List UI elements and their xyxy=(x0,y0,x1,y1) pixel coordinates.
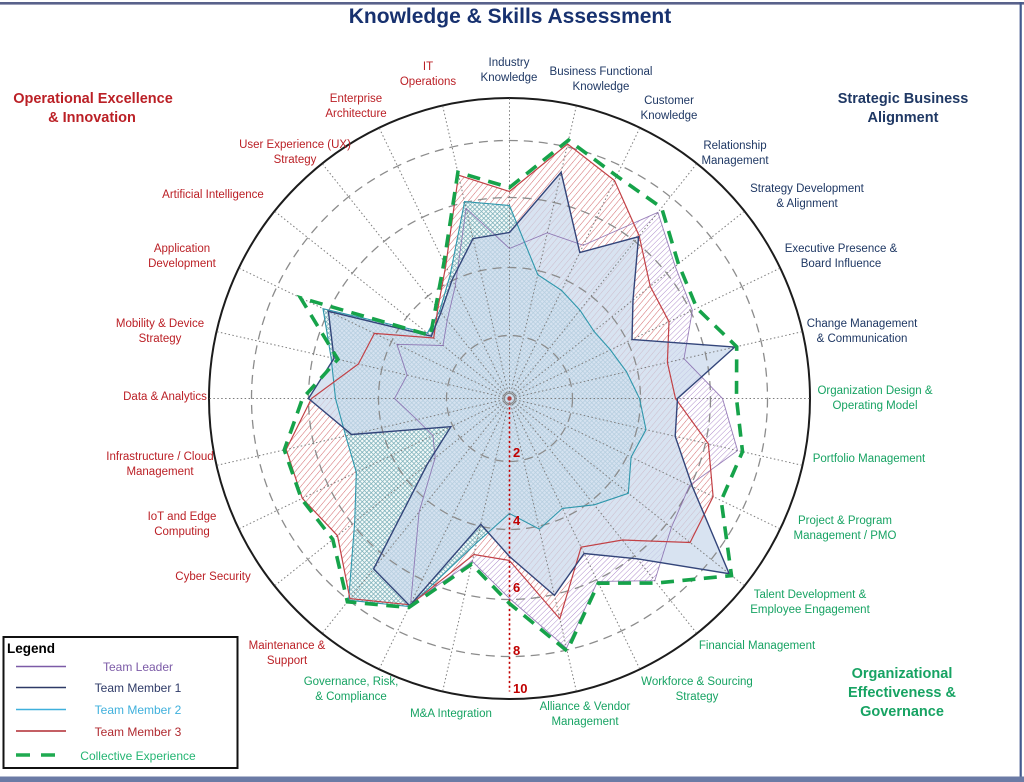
svg-text:Workforce & Sourcing: Workforce & Sourcing xyxy=(641,676,753,688)
svg-text:Enterprise: Enterprise xyxy=(330,93,382,105)
svg-text:Support: Support xyxy=(267,655,308,667)
svg-text:Management: Management xyxy=(126,466,194,478)
svg-text:Team Member 3: Team Member 3 xyxy=(95,725,182,739)
svg-text:Strategy Development: Strategy Development xyxy=(750,183,865,195)
svg-text:Operating Model: Operating Model xyxy=(832,400,917,412)
svg-text:Board Influence: Board Influence xyxy=(801,258,882,270)
svg-text:& Alignment: & Alignment xyxy=(776,198,838,210)
svg-text:Effectiveness &: Effectiveness & xyxy=(848,685,957,701)
svg-text:Executive Presence &: Executive Presence & xyxy=(785,243,898,255)
svg-text:Industry: Industry xyxy=(489,57,530,69)
svg-text:Management: Management xyxy=(701,155,769,167)
svg-text:Financial Management: Financial Management xyxy=(699,640,816,652)
svg-text:6: 6 xyxy=(513,580,520,595)
svg-text:Team Leader: Team Leader xyxy=(103,660,173,674)
svg-text:Collective Experience: Collective Experience xyxy=(80,749,196,763)
svg-text:Mobility & Device: Mobility & Device xyxy=(116,318,204,330)
svg-text:Operational Excellence: Operational Excellence xyxy=(13,91,173,107)
svg-text:Strategy: Strategy xyxy=(274,154,317,166)
svg-text:Employee Engagement: Employee Engagement xyxy=(750,604,870,616)
svg-text:Maintenance &: Maintenance & xyxy=(249,640,326,652)
svg-text:Operations: Operations xyxy=(400,76,457,88)
svg-text:Customer: Customer xyxy=(644,95,694,107)
svg-text:Alignment: Alignment xyxy=(868,110,939,126)
svg-text:Knowledge: Knowledge xyxy=(481,72,538,84)
svg-text:Alliance & Vendor: Alliance & Vendor xyxy=(540,701,631,713)
svg-text:Team Member 2: Team Member 2 xyxy=(95,703,182,717)
svg-text:Change Management: Change Management xyxy=(807,318,918,330)
svg-text:Computing: Computing xyxy=(154,526,210,538)
svg-text:8: 8 xyxy=(513,643,520,658)
svg-text:& Innovation: & Innovation xyxy=(48,110,136,126)
svg-text:Artificial Intelligence: Artificial Intelligence xyxy=(162,189,264,201)
svg-text:Strategic Business: Strategic Business xyxy=(838,91,969,107)
svg-text:& Communication: & Communication xyxy=(817,333,908,345)
svg-text:Strategy: Strategy xyxy=(676,691,719,703)
svg-text:Knowledge: Knowledge xyxy=(641,110,698,122)
svg-text:Project & Program: Project & Program xyxy=(798,515,892,527)
svg-text:Application: Application xyxy=(154,243,210,255)
svg-text:Cyber Security: Cyber Security xyxy=(175,571,251,583)
svg-text:2: 2 xyxy=(513,445,520,460)
svg-text:Knowledge & Skills Assessment: Knowledge & Skills Assessment xyxy=(349,5,672,28)
svg-text:IoT and Edge: IoT and Edge xyxy=(148,511,217,523)
svg-text:Knowledge: Knowledge xyxy=(573,81,630,93)
svg-text:Management: Management xyxy=(551,716,619,728)
svg-text:User Experience (UX): User Experience (UX) xyxy=(239,139,351,151)
svg-text:Organization Design &: Organization Design & xyxy=(817,385,932,397)
svg-text:Infrastructure / Cloud: Infrastructure / Cloud xyxy=(106,451,213,463)
svg-text:Architecture: Architecture xyxy=(325,108,386,120)
svg-text:Team Member 1: Team Member 1 xyxy=(95,681,182,695)
svg-text:Legend: Legend xyxy=(7,641,55,656)
svg-text:Development: Development xyxy=(148,258,217,270)
svg-text:Governance: Governance xyxy=(860,704,944,720)
svg-text:IT: IT xyxy=(423,61,433,73)
svg-text:4: 4 xyxy=(513,513,521,528)
svg-text:Strategy: Strategy xyxy=(139,333,182,345)
svg-text:Relationship: Relationship xyxy=(703,140,766,152)
svg-text:Business Functional: Business Functional xyxy=(550,66,653,78)
svg-text:Organizational: Organizational xyxy=(852,666,953,682)
svg-text:& Compliance: & Compliance xyxy=(315,691,387,703)
svg-text:Management / PMO: Management / PMO xyxy=(794,530,897,542)
svg-text:Talent Development &: Talent Development & xyxy=(754,589,867,601)
svg-text:Portfolio Management: Portfolio Management xyxy=(813,453,926,465)
svg-text:Data & Analytics: Data & Analytics xyxy=(123,391,207,403)
svg-text:10: 10 xyxy=(513,681,527,696)
svg-text:Governance, Risk,: Governance, Risk, xyxy=(304,676,399,688)
svg-text:M&A Integration: M&A Integration xyxy=(410,708,492,720)
